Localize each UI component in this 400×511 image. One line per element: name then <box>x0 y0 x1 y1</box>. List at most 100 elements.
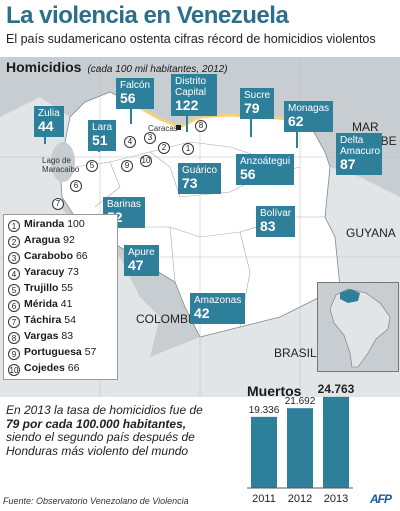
legend-num: 6 <box>8 300 20 312</box>
state-rate: 51 <box>92 132 108 148</box>
map-marker-5: 5 <box>86 160 98 172</box>
state-name: Anzoátegui <box>240 156 291 167</box>
legend-row: 1 Miranda 100 <box>8 218 85 233</box>
state-box-bolivar: Bolívar 83 <box>256 206 296 237</box>
map-marker-6: 6 <box>70 180 82 192</box>
state-rate: 42 <box>194 305 210 321</box>
legend-name: Portuguesa <box>24 346 82 358</box>
map-marker-8: 8 <box>195 120 207 132</box>
legend-row: 3 Carabobo 66 <box>8 250 88 265</box>
map-marker-3: 3 <box>144 132 156 144</box>
legend-name: Táchira <box>24 314 62 326</box>
fact-bold: 79 por cada 100.000 habitantes, <box>6 416 187 431</box>
state-name: Lara <box>92 122 113 133</box>
legend-rate: 55 <box>61 282 74 294</box>
legend-rate: 100 <box>67 218 85 230</box>
state-name: Distrito Capital <box>175 76 207 98</box>
legend-num: 8 <box>8 332 20 344</box>
guyana-label: GUYANA <box>346 226 396 240</box>
fact-part-1: En 2013 la tasa de homicidios fue de <box>6 403 203 417</box>
state-rate: 44 <box>38 118 54 134</box>
map-marker-9: 9 <box>121 160 133 172</box>
legend-num: 5 <box>8 284 20 296</box>
map-heading-note: (cada 100 mil habitantes, 2012) <box>87 64 228 75</box>
state-box-monagas: Monagas 62 <box>284 101 334 132</box>
map-heading-title: Homicidios <box>6 59 82 75</box>
legend-rate: 83 <box>61 330 74 342</box>
legend-rate: 92 <box>63 234 75 246</box>
legend-num: 3 <box>8 252 20 264</box>
state-rate: 56 <box>120 90 136 106</box>
state-name: Apure <box>128 247 155 258</box>
south-america-shape <box>329 288 391 368</box>
legend-name: Carabobo <box>24 250 74 262</box>
map-heading: Homicidios (cada 100 mil habitantes, 2012… <box>6 59 228 75</box>
state-name: Barinas <box>107 199 141 210</box>
caracas-label: Caracas <box>148 124 178 133</box>
legend-rate: 73 <box>67 266 79 278</box>
source-note: Fuente: Observatorio Venezolano de Viole… <box>3 496 189 506</box>
brasil-label: BRASIL <box>274 346 317 360</box>
legend-name: Yaracuy <box>24 266 65 278</box>
legend-name: Aragua <box>24 234 61 246</box>
legend-rate: 41 <box>60 298 73 310</box>
state-rate: 62 <box>288 113 304 129</box>
legend-rate: 66 <box>67 362 80 374</box>
header: La violencia en Venezuela El país sudame… <box>0 0 400 56</box>
state-name: Delta Amacuro <box>340 135 381 157</box>
legend-rate: 57 <box>84 346 97 358</box>
legend-num: 2 <box>8 236 20 248</box>
state-rate: 47 <box>128 257 144 273</box>
state-box-barinas: Barinas52 <box>103 197 145 228</box>
state-rate: 87 <box>340 156 356 172</box>
pin-monagas <box>296 126 298 148</box>
state-name: Amazonas <box>194 295 242 306</box>
bar-2011 <box>251 416 277 488</box>
legend-num: 10 <box>8 364 20 376</box>
legend-num: 1 <box>8 220 20 232</box>
legend-num: 7 <box>8 316 20 328</box>
colombia-label: COLOMBIA <box>136 312 200 326</box>
lago-label: Lago de Maracaibo <box>42 156 80 174</box>
state-box-zulia: Zulia 44 <box>34 106 64 137</box>
state-box-delta-amacuro: Delta Amacuro 87 <box>336 133 382 175</box>
legend-row: 4 Yaracuy 73 <box>8 266 79 281</box>
fact-text: En 2013 la tasa de homicidios fue de 79 … <box>6 403 216 458</box>
state-rate: 83 <box>260 218 276 234</box>
map-marker-1: 1 <box>182 143 194 155</box>
deaths-title: Muertos <box>247 383 302 399</box>
value-label-2013: 24.763 <box>318 382 355 396</box>
state-rate: 56 <box>240 166 256 182</box>
legend-row: 9 Portuguesa 57 <box>8 346 96 361</box>
legend-name: Mérida <box>24 298 58 310</box>
value-label-2012: 21.692 <box>285 396 316 407</box>
legend-rate: 66 <box>75 250 88 262</box>
bar-2012 <box>287 408 313 488</box>
small-states-legend: 1 Miranda 100 2 Aragua 92 3 Carabobo 66 4 Ya… <box>3 214 118 380</box>
south-america-locator <box>317 282 399 372</box>
pin-distrito-capital <box>186 110 188 132</box>
state-box-amazonas: Amazonas 42 <box>190 293 246 324</box>
map-marker-2: 2 <box>158 142 170 154</box>
state-box-apure: Apure 47 <box>124 245 159 276</box>
legend-name: Vargas <box>24 330 59 342</box>
legend-row: 5 Trujillo 55 <box>8 282 73 297</box>
fact-part-2: siendo el segundo país después de Hondur… <box>6 430 195 458</box>
legend-name: Miranda <box>24 218 65 230</box>
state-name: Zulia <box>38 108 60 119</box>
map-marker-4: 4 <box>124 136 136 148</box>
legend-num: 4 <box>8 268 20 280</box>
state-name: Sucre <box>244 90 271 101</box>
legend-row: 2 Aragua 92 <box>8 234 75 249</box>
category-label-2012: 2012 <box>288 493 312 505</box>
legend-row: 7 Táchira 54 <box>8 314 76 329</box>
page-subtitle: El país sudamericano ostenta cifras réco… <box>6 32 376 46</box>
state-rate: 122 <box>175 97 199 113</box>
state-box-distrito-capital: Distrito Capital 122 <box>171 74 217 116</box>
capital-marker <box>176 125 181 130</box>
page-title: La violencia en Venezuela <box>6 2 289 29</box>
category-label-2011: 2011 <box>252 493 276 505</box>
legend-num: 9 <box>8 348 20 360</box>
state-box-guarico: Guárico 73 <box>178 163 222 194</box>
